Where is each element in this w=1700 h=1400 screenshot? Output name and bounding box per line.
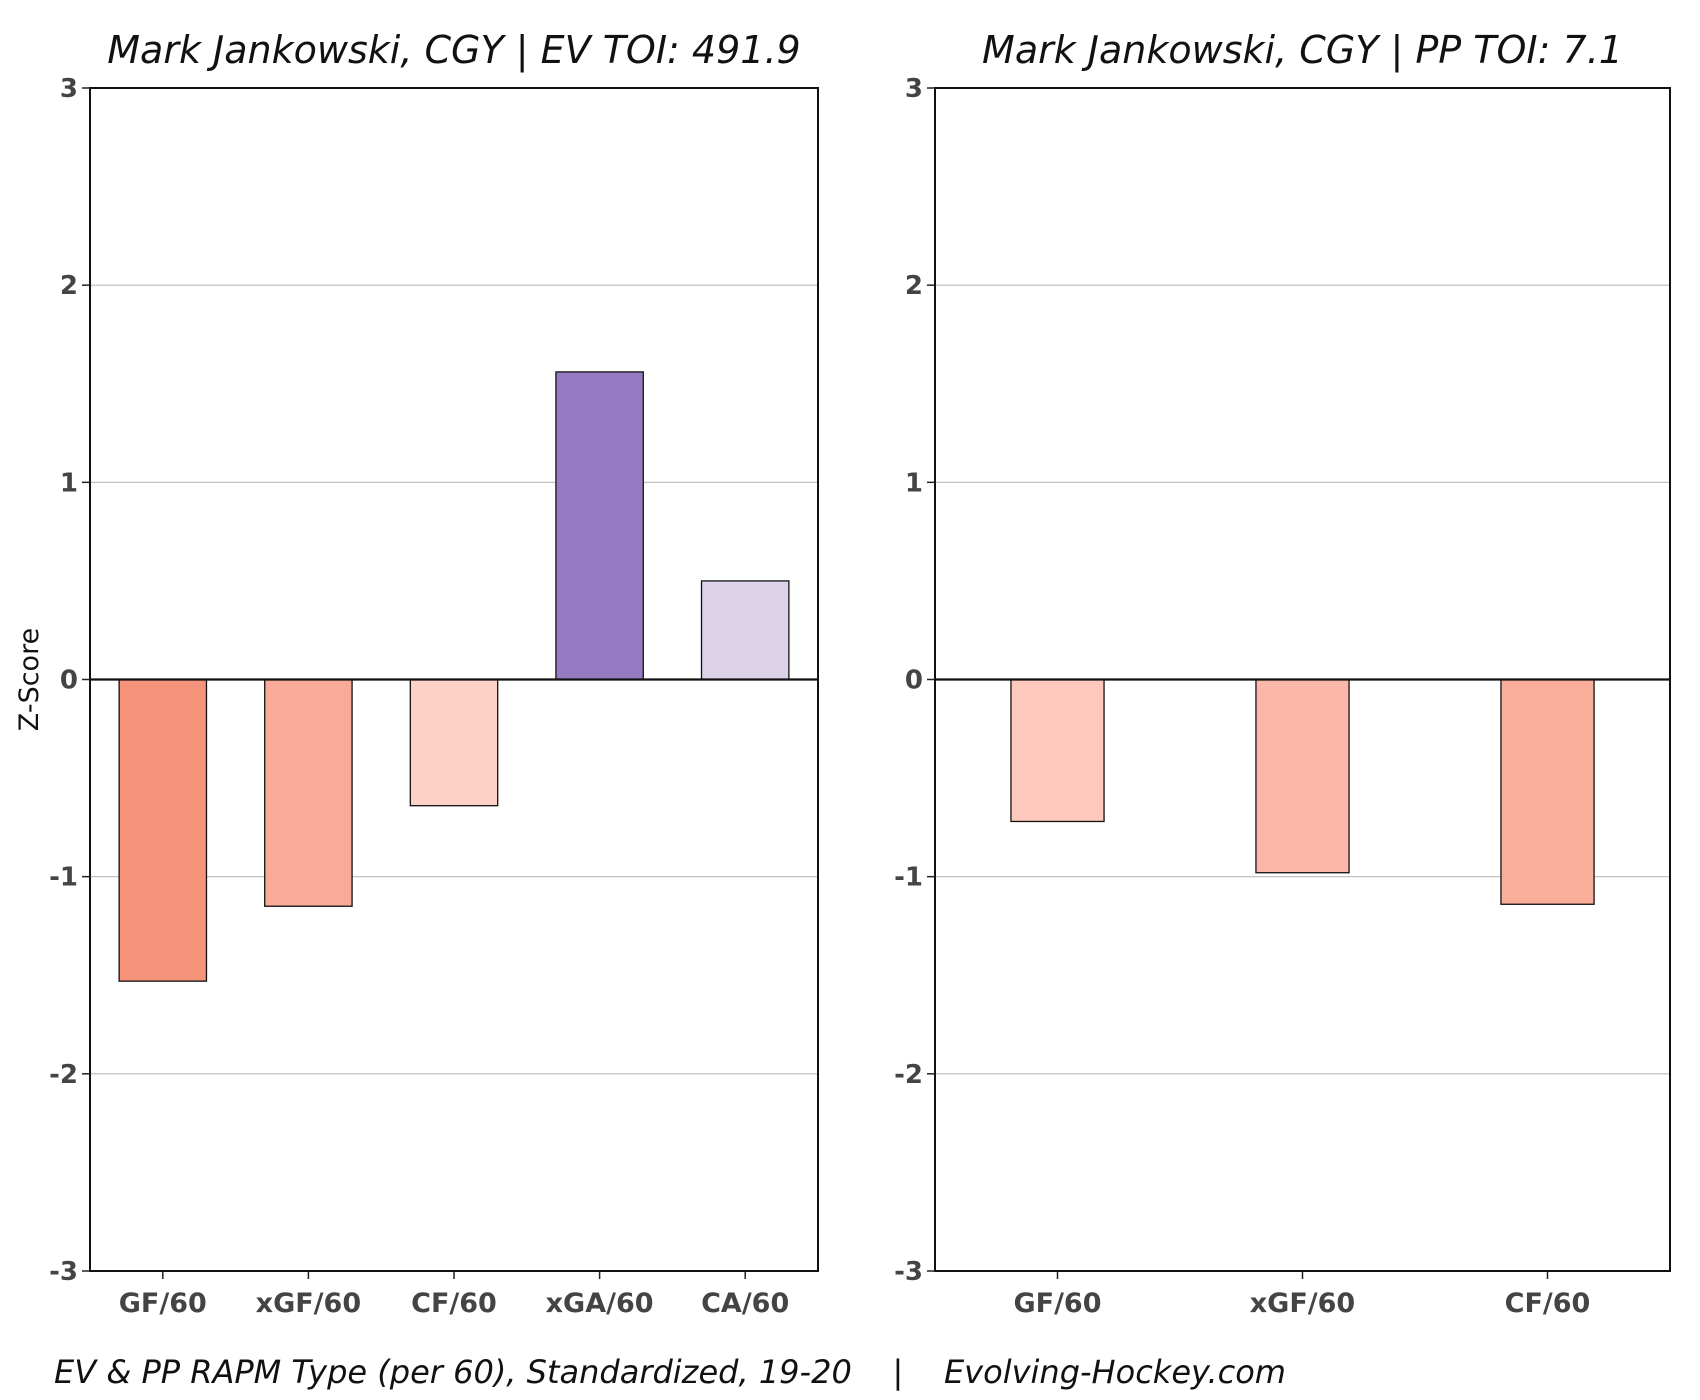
y-tick-label: 3 [905,74,923,104]
y-tick-label: 2 [905,271,923,301]
x-tick-label: xGF/60 [1250,1288,1355,1319]
bar-gf-per-60 [1010,678,1105,823]
y-tick-label: -3 [894,1257,923,1287]
bar-xgf-per-60 [1255,678,1350,874]
y-tick-label: -1 [49,863,78,893]
x-tick-label: CF/60 [411,1288,497,1319]
bar-cf-per-60 [1500,678,1595,905]
y-tick-label: 0 [60,666,78,696]
y-tick-label: 3 [60,74,78,104]
bar-xga-per-60 [555,371,644,681]
x-tick-label: xGA/60 [546,1288,654,1319]
x-tick-label: CA/60 [701,1288,789,1319]
bar-ca-per-60 [700,580,790,681]
bar-gf-per-60 [118,678,208,982]
x-tick-label: xGF/60 [256,1288,361,1319]
panel-title: Mark Jankowski, CGY | PP TOI: 7.1 [982,28,1623,73]
y-tick-label: 1 [60,468,78,498]
chart-panel-2: GF/60 xGF/60 CF/60 3 2 1 0 -1 -2 -3 Mark Jankowski… [894,28,1671,1319]
y-tick-label: -3 [49,1257,78,1287]
y-tick-label: -2 [49,1060,78,1090]
y-tick-label: -2 [894,1060,923,1090]
y-tick-label: 2 [60,271,78,301]
chart-caption: EV & PP RAPM Type (per 60), Standardized… [54,1353,1286,1391]
y-tick-label: 0 [905,666,923,696]
x-tick-label: GF/60 [1013,1288,1101,1319]
chart-panel-1: GF/60 xGF/60 CF/60 xGA/60 CA/60 3 2 1 0 -1 -2 -3 Mar… [14,28,819,1319]
panel-title: Mark Jankowski, CGY | EV TOI: 491.9 [107,28,800,73]
y-tick-label: -1 [894,863,923,893]
y-tick-label: 1 [905,468,923,498]
y-axis-label: Z-Score [14,628,45,731]
x-tick-label: GF/60 [119,1288,207,1319]
bar-cf-per-60 [409,678,499,807]
x-tick-label: CF/60 [1505,1288,1591,1319]
bar-xgf-per-60 [264,678,353,907]
